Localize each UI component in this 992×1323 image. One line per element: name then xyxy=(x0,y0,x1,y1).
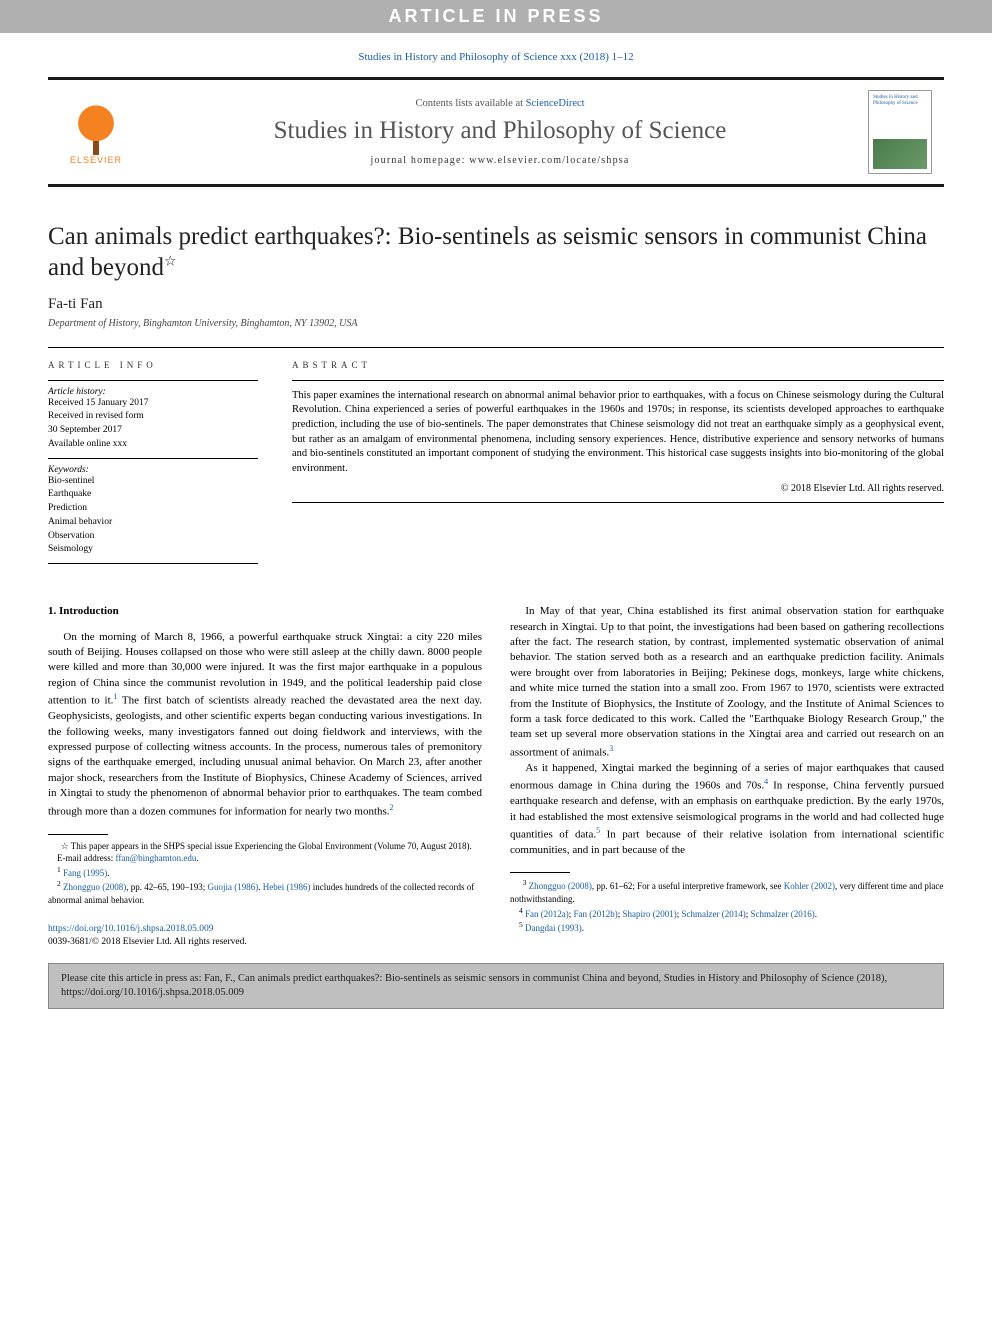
citation-link[interactable]: Guojia (1986) xyxy=(208,882,259,892)
divider xyxy=(292,380,944,381)
cover-thumb-title: Studies in History and Philosophy of Sci… xyxy=(873,95,927,107)
keyword: Earthquake xyxy=(48,488,258,502)
body-paragraph: On the morning of March 8, 1966, a power… xyxy=(48,630,482,820)
citation-link[interactable]: Dangdai (1993) xyxy=(525,923,582,933)
citation-link[interactable]: Schmalzer (2016) xyxy=(751,909,815,919)
sciencedirect-link[interactable]: ScienceDirect xyxy=(526,98,585,109)
citation-box: Please cite this article in press as: Fa… xyxy=(48,963,944,1009)
footnote-email: E-mail address: ffan@binghamton.edu. xyxy=(48,852,482,865)
cover-thumb-image xyxy=(873,139,927,169)
body-paragraph: As it happened, Xingtai marked the begin… xyxy=(510,761,944,859)
citation-link[interactable]: Fan (2012b) xyxy=(574,909,618,919)
footnote-1: 1 Fang (1995). xyxy=(48,865,482,880)
footnote-3: 3 Zhongguo (2008), pp. 61–62; For a usef… xyxy=(510,878,944,905)
footnote-divider xyxy=(510,872,570,873)
homepage-prefix: journal homepage: xyxy=(370,155,469,166)
footnotes-right: 3 Zhongguo (2008), pp. 61–62; For a usef… xyxy=(510,878,944,934)
journal-homepage-line: journal homepage: www.elsevier.com/locat… xyxy=(146,155,854,166)
body-text: The first batch of scientists already re… xyxy=(48,695,482,817)
keyword: Bio-sentinel xyxy=(48,475,258,489)
keyword: Animal behavior xyxy=(48,516,258,530)
footnote-ref-3[interactable]: 3 xyxy=(609,744,613,753)
history-revised: Received in revised form xyxy=(48,410,258,424)
divider xyxy=(48,458,258,459)
email-label: E-mail address: xyxy=(57,853,115,863)
contents-available-line: Contents lists available at ScienceDirec… xyxy=(146,98,854,109)
body-paragraph: In May of that year, China established i… xyxy=(510,604,944,761)
issn-copyright: 0039-3681/© 2018 Elsevier Ltd. All right… xyxy=(48,936,482,949)
citation-link[interactable]: Hebei (1986) xyxy=(263,882,311,892)
doi-link[interactable]: https://doi.org/10.1016/j.shpsa.2018.05.… xyxy=(48,923,482,936)
footnote-2: 2 Zhongguo (2008), pp. 42–65, 190–193; G… xyxy=(48,879,482,906)
keyword: Seismology xyxy=(48,543,258,557)
history-online: Available online xxx xyxy=(48,438,258,452)
abstract-copyright: © 2018 Elsevier Ltd. All rights reserved… xyxy=(292,483,944,494)
footnotes-left: ☆ This paper appears in the SHPS special… xyxy=(48,840,482,907)
journal-cover-thumbnail: Studies in History and Philosophy of Sci… xyxy=(868,90,932,174)
article-info-label: ARTICLE INFO xyxy=(48,360,258,370)
elsevier-wordmark: ELSEVIER xyxy=(70,155,122,165)
section-heading-introduction: 1. Introduction xyxy=(48,604,482,619)
abstract-text: This paper examines the international re… xyxy=(292,389,944,477)
doi-block: https://doi.org/10.1016/j.shpsa.2018.05.… xyxy=(48,923,482,950)
footnote-5: 5 Dangdai (1993). xyxy=(510,920,944,935)
article-title: Can animals predict earthquakes?: Bio-se… xyxy=(48,221,944,284)
citation-link[interactable]: Zhongguo (2008) xyxy=(63,882,126,892)
body-text-columns: 1. Introduction On the morning of March … xyxy=(48,604,944,949)
citation-link[interactable]: Fang (1995) xyxy=(63,868,107,878)
homepage-url[interactable]: www.elsevier.com/locate/shpsa xyxy=(469,155,629,166)
body-column-left: 1. Introduction On the morning of March … xyxy=(48,604,482,949)
elsevier-tree-icon xyxy=(69,99,123,153)
journal-title: Studies in History and Philosophy of Sci… xyxy=(146,117,854,145)
journal-reference: Studies in History and Philosophy of Sci… xyxy=(48,51,944,63)
abstract-label: ABSTRACT xyxy=(292,360,944,370)
elsevier-logo: ELSEVIER xyxy=(60,93,132,171)
body-text: In May of that year, China established i… xyxy=(510,605,944,758)
body-column-right: In May of that year, China established i… xyxy=(510,604,944,949)
divider xyxy=(292,502,944,503)
article-history-label: Article history: xyxy=(48,387,258,397)
author-email-link[interactable]: ffan@binghamton.edu xyxy=(115,853,196,863)
citation-link[interactable]: Fan (2012a) xyxy=(525,909,569,919)
divider xyxy=(48,347,944,348)
citation-link[interactable]: Zhongguo (2008) xyxy=(529,881,592,891)
citation-link[interactable]: Shapiro (2001) xyxy=(623,909,677,919)
citation-link[interactable]: Kohler (2002) xyxy=(784,881,835,891)
abstract-column: ABSTRACT This paper examines the interna… xyxy=(292,360,944,571)
footnote-ref-2[interactable]: 2 xyxy=(390,803,394,812)
journal-banner: ELSEVIER Contents lists available at Sci… xyxy=(48,77,944,187)
keywords-label: Keywords: xyxy=(48,465,258,475)
divider xyxy=(48,380,258,381)
footnote-star: ☆ This paper appears in the SHPS special… xyxy=(48,840,482,853)
footnote-divider xyxy=(48,834,108,835)
keyword: Observation xyxy=(48,530,258,544)
keyword: Prediction xyxy=(48,502,258,516)
author-affiliation: Department of History, Binghamton Univer… xyxy=(48,318,944,329)
article-in-press-banner: ARTICLE IN PRESS xyxy=(0,0,992,33)
author-name: Fa-ti Fan xyxy=(48,296,944,313)
article-title-text: Can animals predict earthquakes?: Bio-se… xyxy=(48,223,927,281)
divider xyxy=(48,563,258,564)
citation-link[interactable]: Schmalzer (2014) xyxy=(682,909,746,919)
history-received: Received 15 January 2017 xyxy=(48,397,258,411)
article-info-column: ARTICLE INFO Article history: Received 1… xyxy=(48,360,258,571)
history-revised-date: 30 September 2017 xyxy=(48,424,258,438)
footnote-4: 4 Fan (2012a); Fan (2012b); Shapiro (200… xyxy=(510,906,944,921)
contents-prefix: Contents lists available at xyxy=(415,98,525,109)
title-footnote-star: ☆ xyxy=(164,255,177,270)
